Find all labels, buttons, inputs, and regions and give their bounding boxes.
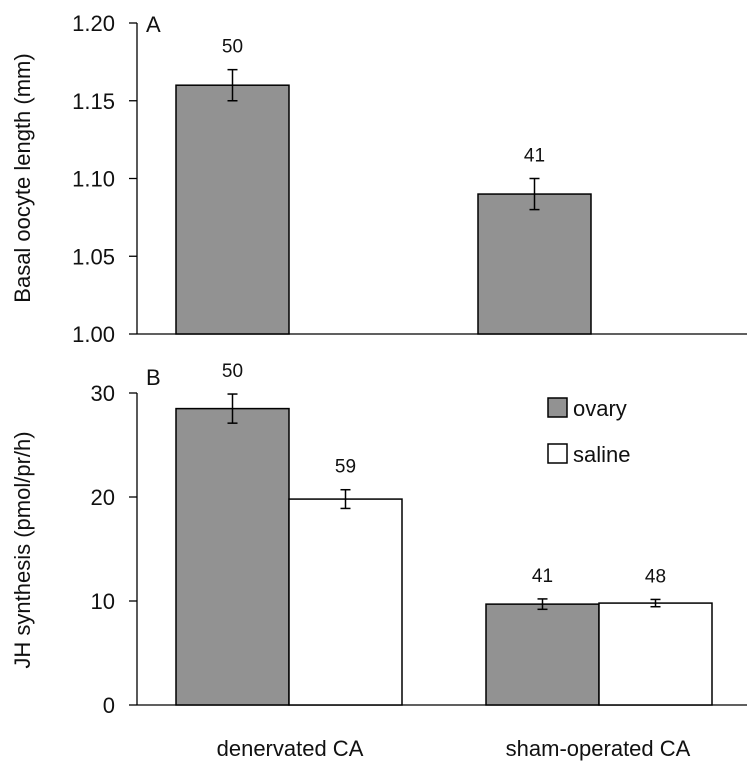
panel-b-y-tick-label: 20 <box>91 485 115 510</box>
legend-swatch-ovary <box>547 397 568 418</box>
panel-b-bar-ovary <box>485 603 600 706</box>
x-label-denervated-ca: denervated CA <box>217 736 364 761</box>
panel-a-y-tick-label: 1.15 <box>72 89 115 114</box>
panel-a-y-tick-label: 1.20 <box>72 11 115 36</box>
panel-b-y-tick-label: 30 <box>91 381 115 406</box>
panel-b-label: B <box>146 365 161 390</box>
panel-a-y-tick-label: 1.10 <box>72 167 115 192</box>
panel-b-y-axis-title: JH synthesis (pmol/pr/h) <box>10 431 35 668</box>
panel-a-y-tick-label: 1.00 <box>72 322 115 347</box>
panel-b-n-label: 50 <box>222 361 243 382</box>
panel-a-bar-series <box>175 84 290 335</box>
panel-a-n-label: 50 <box>222 37 243 58</box>
panel-a-y-axis-title: Basal oocyte length (mm) <box>10 53 35 302</box>
legend-swatch-saline <box>547 443 568 464</box>
panel-b-y-tick-label: 10 <box>91 589 115 614</box>
panel-b-y-ticks: 0 10 20 30 <box>91 381 137 718</box>
legend-label-ovary: ovary <box>573 396 627 421</box>
legend: ovary saline <box>547 396 630 467</box>
panel-b-bar-ovary <box>175 407 290 706</box>
panel-b-bar-saline <box>288 498 403 706</box>
panel-b-n-label: 48 <box>645 566 666 587</box>
panel-b-bar-saline <box>598 602 713 706</box>
panel-a-bar-series <box>477 193 592 335</box>
panel-a: A Basal oocyte length (mm) 1.001.051.101… <box>10 11 747 347</box>
panel-a-y-tick-label: 1.05 <box>72 244 115 269</box>
legend-label-saline: saline <box>573 442 630 467</box>
panel-a-label: A <box>146 12 161 37</box>
panel-a-y-ticks: 1.00 1.05 1.10 1.15 1.20 <box>72 11 137 347</box>
panel-b-y-tick-label: 0 <box>103 693 115 718</box>
panel-b-n-label: 41 <box>532 566 553 587</box>
x-label-sham-operated-ca: sham-operated CA <box>506 736 691 761</box>
panel-b-n-label: 59 <box>335 457 356 478</box>
panel-a-bars: 50 41 <box>175 37 592 335</box>
panel-b-bars: 50 41 59 48 <box>175 361 713 706</box>
panel-a-n-label: 41 <box>524 146 545 167</box>
